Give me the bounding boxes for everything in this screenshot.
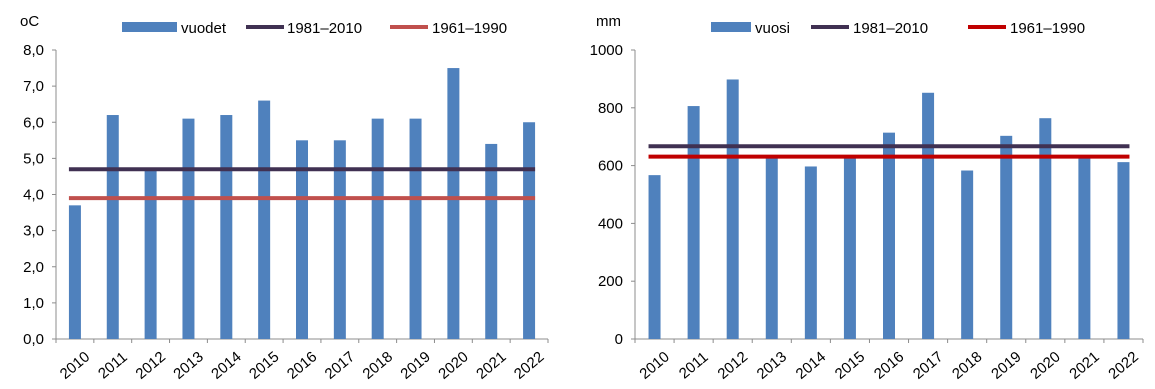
y-tick-label: 200 (598, 273, 623, 290)
x-tick-label: 2014 (793, 348, 829, 382)
bar-2014 (220, 115, 233, 340)
x-tick-label: 2011 (95, 349, 131, 383)
bar-2010 (68, 205, 81, 339)
x-tick-label: 2016 (871, 348, 907, 382)
bar-2016 (883, 132, 895, 339)
legend-label-0: vuosi (755, 20, 790, 37)
bar-2022 (523, 122, 536, 339)
x-tick-label: 2019 (988, 348, 1024, 382)
x-tick-label: 2013 (170, 348, 206, 382)
bar-2013 (182, 118, 195, 339)
bar-2015 (258, 100, 271, 339)
bar-2016 (296, 140, 308, 339)
y-tick-label: 400 (598, 215, 623, 232)
legend-label-2: 1961–1990 (432, 20, 507, 37)
x-tick-label: 2018 (360, 348, 396, 382)
legend-label-0: vuodet (181, 20, 227, 37)
y-tick-label: 600 (598, 158, 623, 175)
bar-2015 (843, 156, 856, 339)
x-tick-label: 2013 (754, 348, 790, 382)
bar-2020 (1039, 118, 1052, 339)
bar-2018 (961, 170, 974, 339)
x-tick-label: 2021 (473, 348, 509, 382)
x-tick-label: 2010 (57, 348, 93, 382)
bar-2014 (804, 166, 817, 339)
bar-2012 (726, 79, 739, 339)
x-tick-label: 2021 (1066, 348, 1102, 382)
x-tick-label: 2022 (1105, 348, 1141, 382)
bar-2017 (922, 92, 935, 339)
bar-2020 (447, 68, 460, 339)
bar-2019 (1000, 135, 1013, 339)
legend-swatch-0 (711, 22, 751, 32)
x-tick-label: 2018 (949, 348, 985, 382)
x-tick-label: 2015 (246, 348, 282, 382)
x-tick-label: 2010 (636, 348, 672, 382)
y-tick-label: 1000 (590, 42, 623, 59)
x-tick-label: 2020 (1027, 348, 1063, 382)
legend-swatch-0 (122, 22, 177, 32)
x-tick-label: 2020 (435, 348, 471, 382)
y-tick-label: 5,0 (23, 150, 44, 167)
bar-2018 (371, 118, 384, 339)
unit-label: oC (20, 13, 39, 30)
bar-2011 (687, 106, 700, 339)
y-tick-label: 1,0 (23, 295, 44, 312)
y-tick-label: 8,0 (23, 42, 44, 59)
bar-2010 (648, 175, 661, 339)
y-tick-label: 800 (598, 100, 623, 117)
bar-2013 (765, 158, 778, 339)
y-tick-label: 4,0 (23, 187, 44, 204)
legend-label-1: 1981–2010 (287, 20, 362, 37)
bar-2022 (1117, 162, 1130, 339)
x-tick-label: 2014 (208, 348, 244, 382)
bar-2019 (409, 118, 422, 339)
x-tick-label: 2017 (322, 348, 358, 382)
x-tick-label: 2012 (132, 348, 168, 382)
x-tick-label: 2016 (284, 348, 320, 382)
bar-2012 (144, 169, 157, 339)
y-tick-label: 2,0 (23, 259, 44, 276)
x-tick-label: 2022 (511, 348, 547, 382)
x-tick-label: 2015 (832, 348, 868, 382)
y-tick-label: 0 (615, 331, 623, 348)
y-tick-label: 0,0 (23, 331, 44, 348)
x-tick-label: 2012 (715, 348, 751, 382)
y-tick-label: 6,0 (23, 114, 44, 131)
x-tick-label: 2019 (397, 348, 433, 382)
y-tick-label: 3,0 (23, 223, 44, 240)
unit-label: mm (596, 13, 621, 30)
legend-label-2: 1961–1990 (1010, 20, 1085, 37)
bar-2017 (333, 140, 346, 339)
y-tick-label: 7,0 (23, 78, 44, 95)
x-tick-label: 2017 (910, 348, 946, 382)
legend-label-1: 1981–2010 (853, 20, 928, 37)
bar-2021 (485, 143, 498, 339)
bar-2021 (1078, 157, 1091, 339)
bar-2011 (106, 115, 119, 340)
x-tick-label: 2011 (676, 349, 712, 383)
